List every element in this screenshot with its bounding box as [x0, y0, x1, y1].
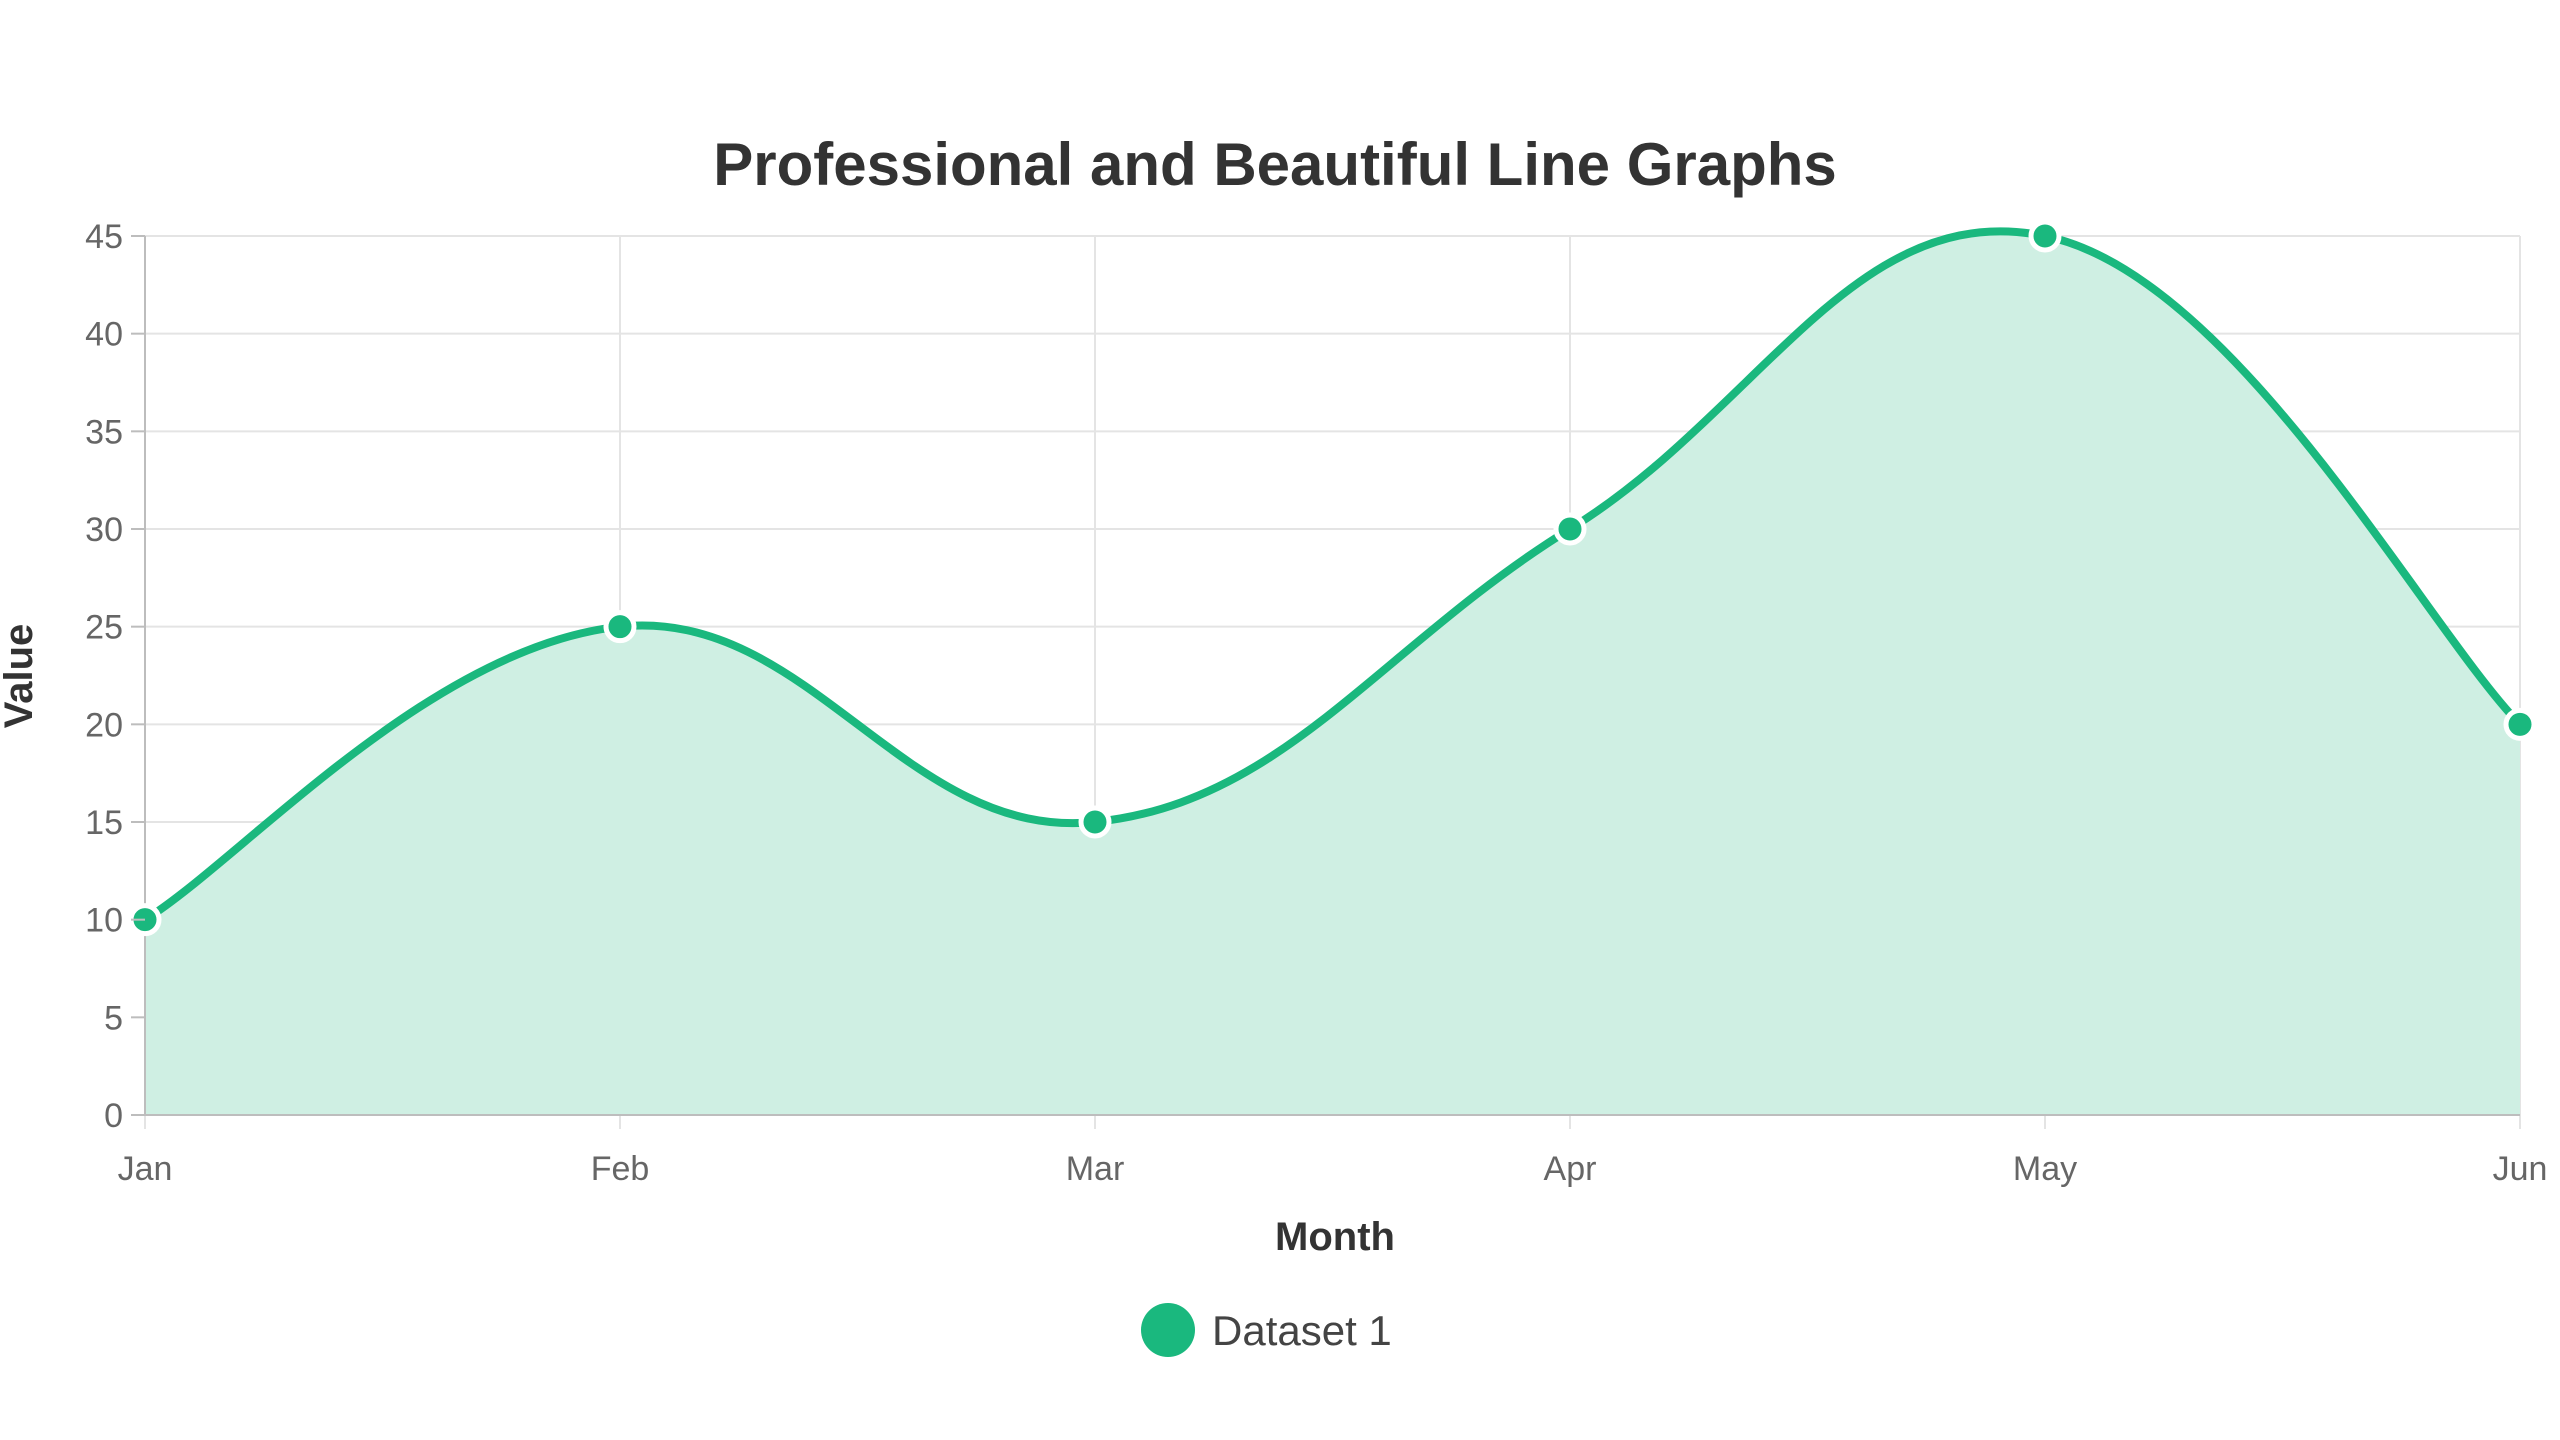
y-tick-label: 30	[85, 511, 123, 549]
data-point-feb[interactable]	[603, 610, 637, 644]
x-axis-tick-labels: Jan Feb Mar Apr May Jun	[118, 1150, 2548, 1188]
y-axis-title: Value	[0, 624, 41, 729]
series-line	[141, 227, 2524, 924]
legend[interactable]: Dataset 1	[1141, 1303, 1392, 1357]
series-area-fill	[145, 231, 2520, 1115]
legend-swatch-dataset-1[interactable]	[1141, 1303, 1195, 1357]
x-tick-label-apr: Apr	[1544, 1150, 1597, 1188]
x-tick-label-mar: Mar	[1066, 1150, 1125, 1188]
y-tick-label: 10	[85, 902, 123, 940]
data-points	[128, 219, 2537, 937]
data-point-jun[interactable]	[2503, 707, 2537, 741]
y-tick-label: 35	[85, 413, 123, 451]
y-axis-tick-labels: 0 5 10 15 20 25 30 35 40 45	[85, 218, 145, 1135]
x-tick-label-jan: Jan	[118, 1150, 173, 1188]
data-point-may[interactable]	[2028, 219, 2062, 253]
data-point-apr[interactable]	[1553, 512, 1587, 546]
y-tick-label: 5	[104, 999, 123, 1037]
data-point-mar[interactable]	[1078, 805, 1112, 839]
y-tick-label: 40	[85, 316, 123, 354]
y-tick-label: 0	[104, 1097, 123, 1135]
x-axis-title: Month	[1275, 1215, 1395, 1259]
y-tick-label: 20	[85, 706, 123, 744]
axes	[131, 236, 2520, 1116]
chart-title: Professional and Beautiful Line Graphs	[713, 131, 1837, 198]
y-tick-label: 45	[85, 218, 123, 256]
y-tick-label: 15	[85, 804, 123, 842]
x-tick-label-may: May	[2013, 1150, 2077, 1188]
legend-label-dataset-1[interactable]: Dataset 1	[1212, 1307, 1392, 1354]
y-tick-label: 25	[85, 609, 123, 647]
x-tick-label-feb: Feb	[591, 1150, 650, 1188]
x-tick-label-jun: Jun	[2493, 1150, 2548, 1188]
